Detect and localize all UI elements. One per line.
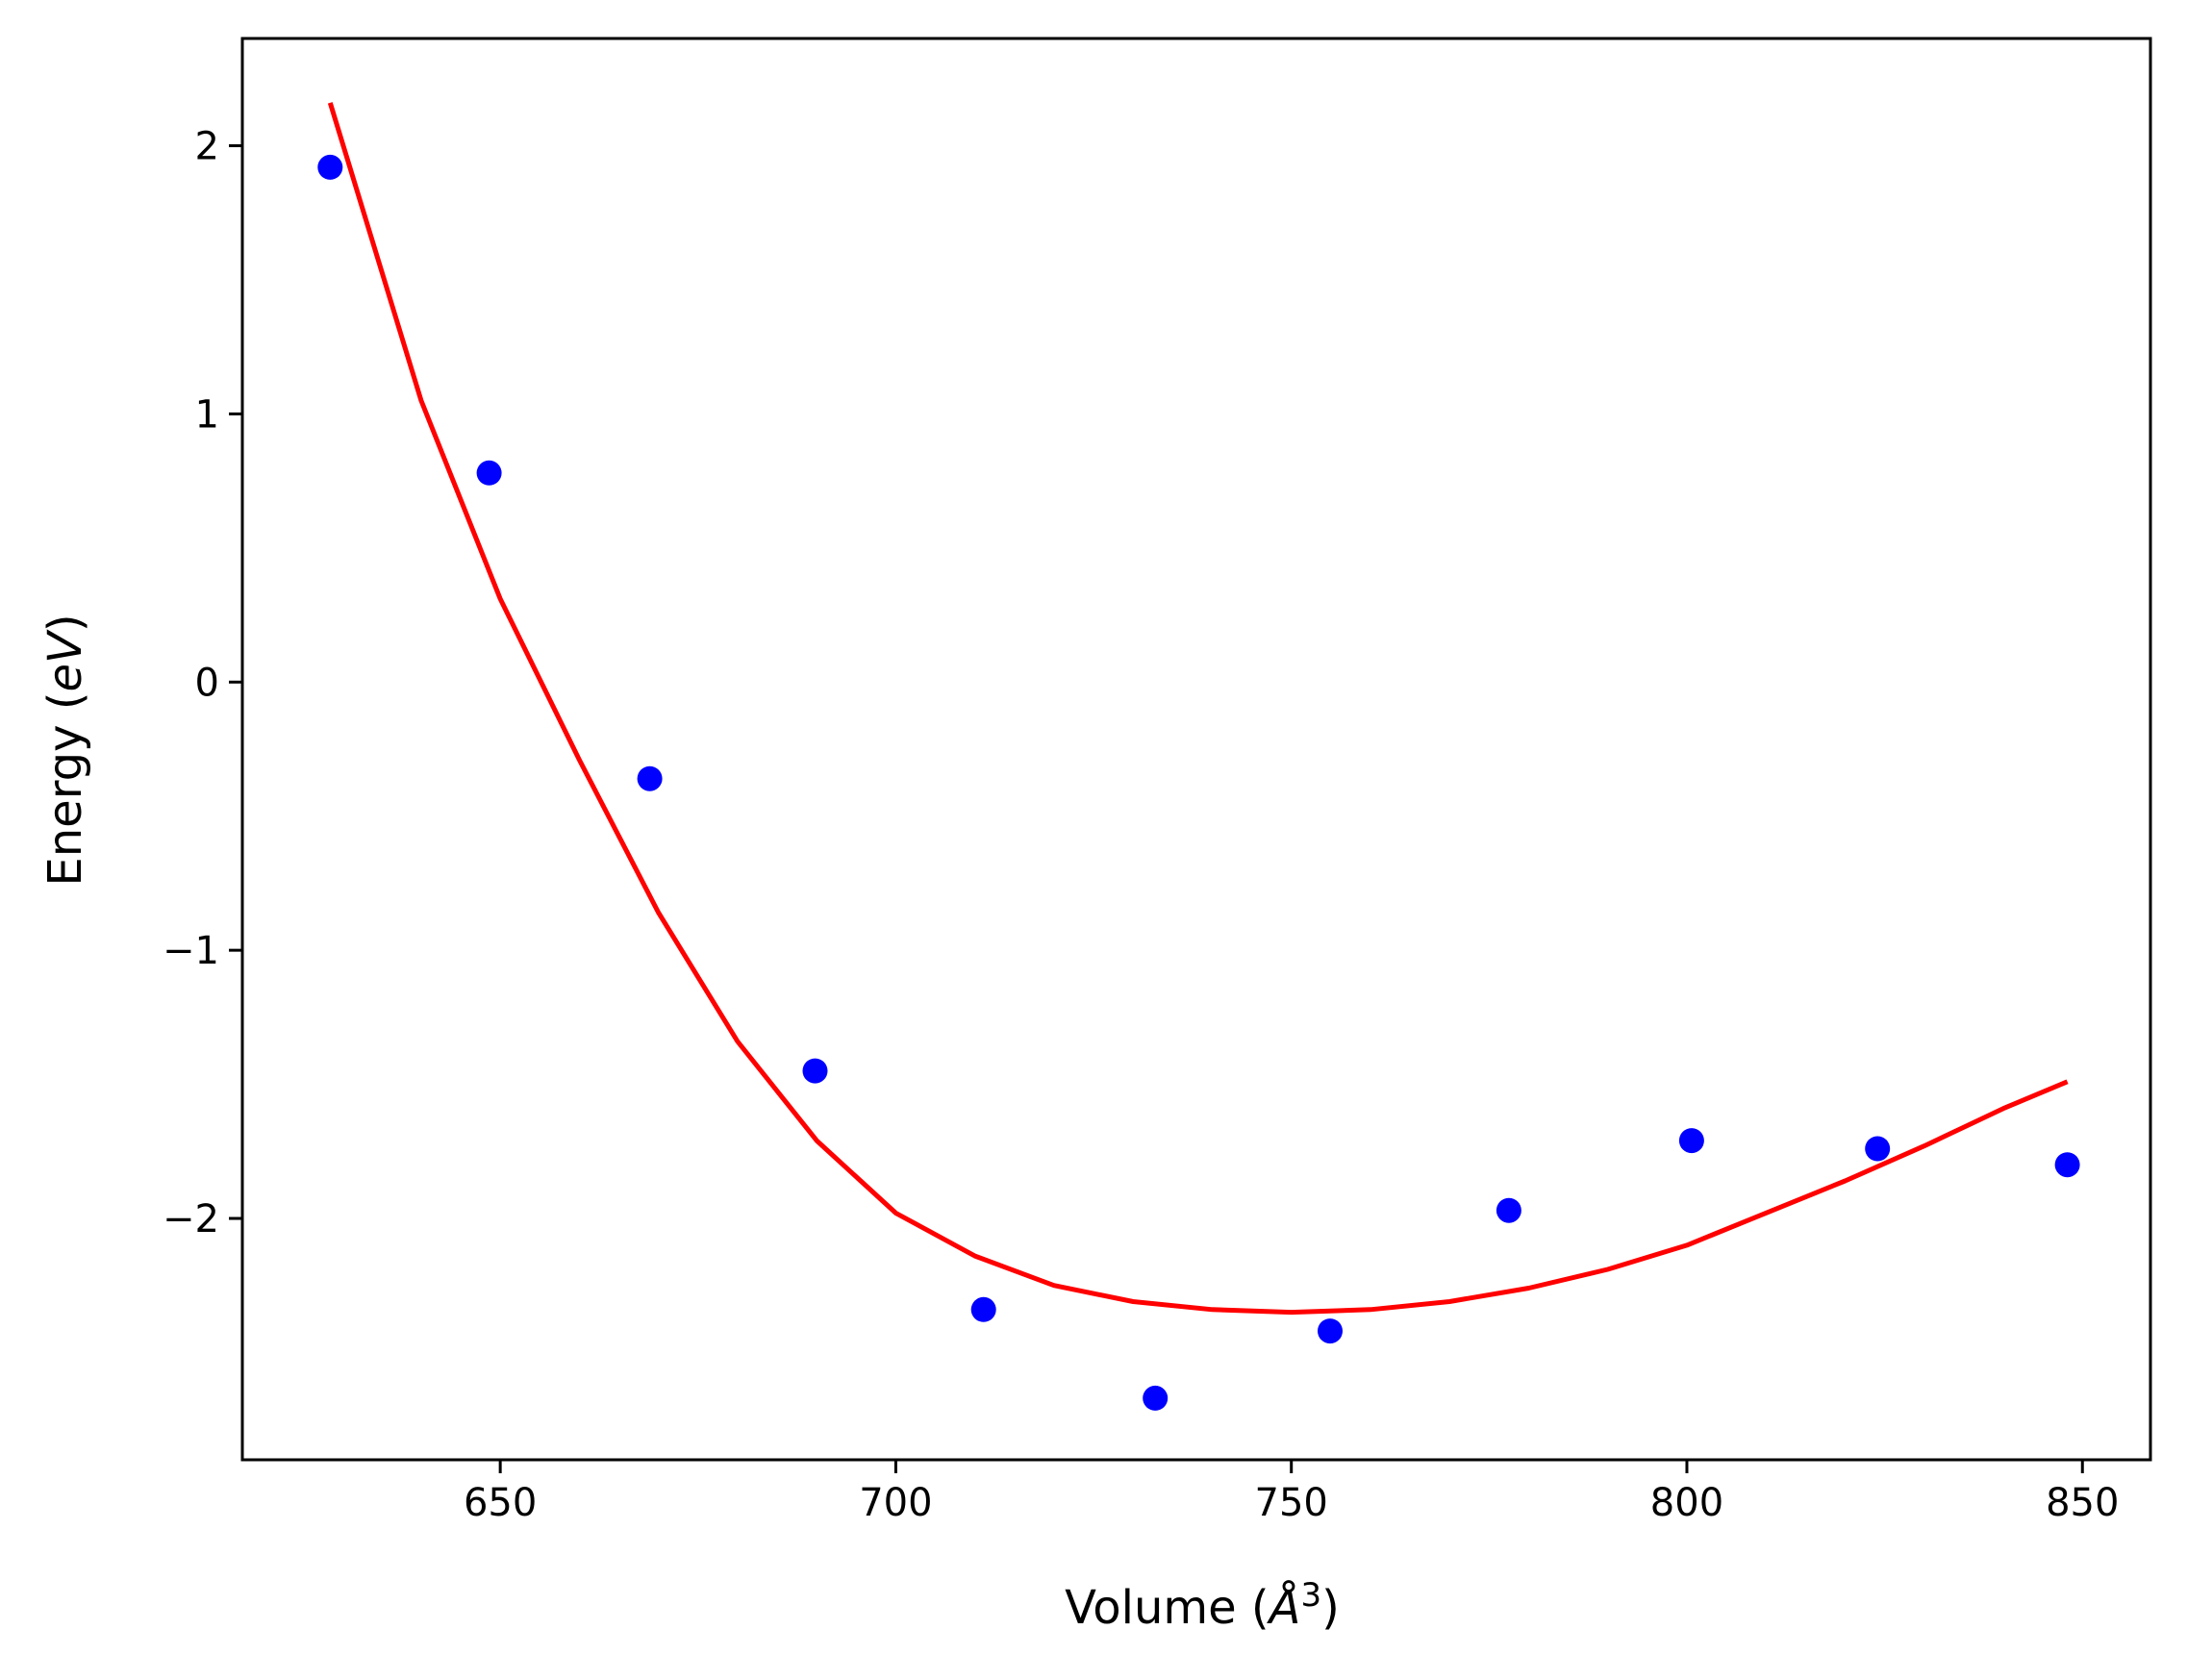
x-axis-label-power: 3 — [1300, 1576, 1321, 1615]
y-axis-label-suffix: ) — [38, 614, 92, 632]
x-tick-label: 800 — [1650, 1481, 1723, 1525]
data-point — [1678, 1128, 1704, 1154]
y-axis-ticks: 2 1 0 −1 −2 — [163, 125, 242, 1241]
x-tick-label: 700 — [859, 1481, 932, 1525]
data-point — [1143, 1385, 1169, 1411]
y-axis-label: Energy (eV) — [38, 614, 92, 886]
plot-frame — [240, 37, 2152, 1462]
x-tick-label: 750 — [1255, 1481, 1328, 1525]
y-tick-label: −1 — [163, 929, 219, 973]
data-point — [476, 460, 502, 486]
data-point — [970, 1296, 996, 1322]
x-axis-label-prefix: Volume ( — [1065, 1581, 1269, 1635]
fit-curve-layer — [327, 102, 2069, 1316]
y-tick-label: 0 — [195, 661, 219, 705]
x-tick-label: 850 — [2046, 1481, 2119, 1525]
y-tick-label: 1 — [195, 392, 219, 437]
y-tick-label: 2 — [195, 125, 219, 169]
y-tick-label: −2 — [163, 1197, 219, 1241]
data-point — [1318, 1318, 1343, 1344]
data-point — [637, 765, 663, 791]
y-axis-label-italic: eV — [38, 629, 92, 692]
fit-curve — [327, 102, 2069, 1316]
data-points-layer — [317, 154, 2080, 1411]
data-point — [317, 154, 343, 180]
data-point — [1496, 1197, 1521, 1223]
x-axis-label: Volume (Å3) — [1065, 1576, 1340, 1635]
data-point — [2054, 1152, 2080, 1178]
x-axis-ticks: 650 700 750 800 850 — [464, 1460, 2119, 1525]
x-axis-label-symbol: Å — [1267, 1580, 1301, 1635]
data-point — [802, 1058, 828, 1084]
data-point — [1865, 1136, 1891, 1162]
x-axis-label-suffix: ) — [1321, 1581, 1340, 1635]
y-axis-label-prefix: Energy ( — [38, 692, 92, 887]
x-tick-label: 650 — [464, 1481, 537, 1525]
